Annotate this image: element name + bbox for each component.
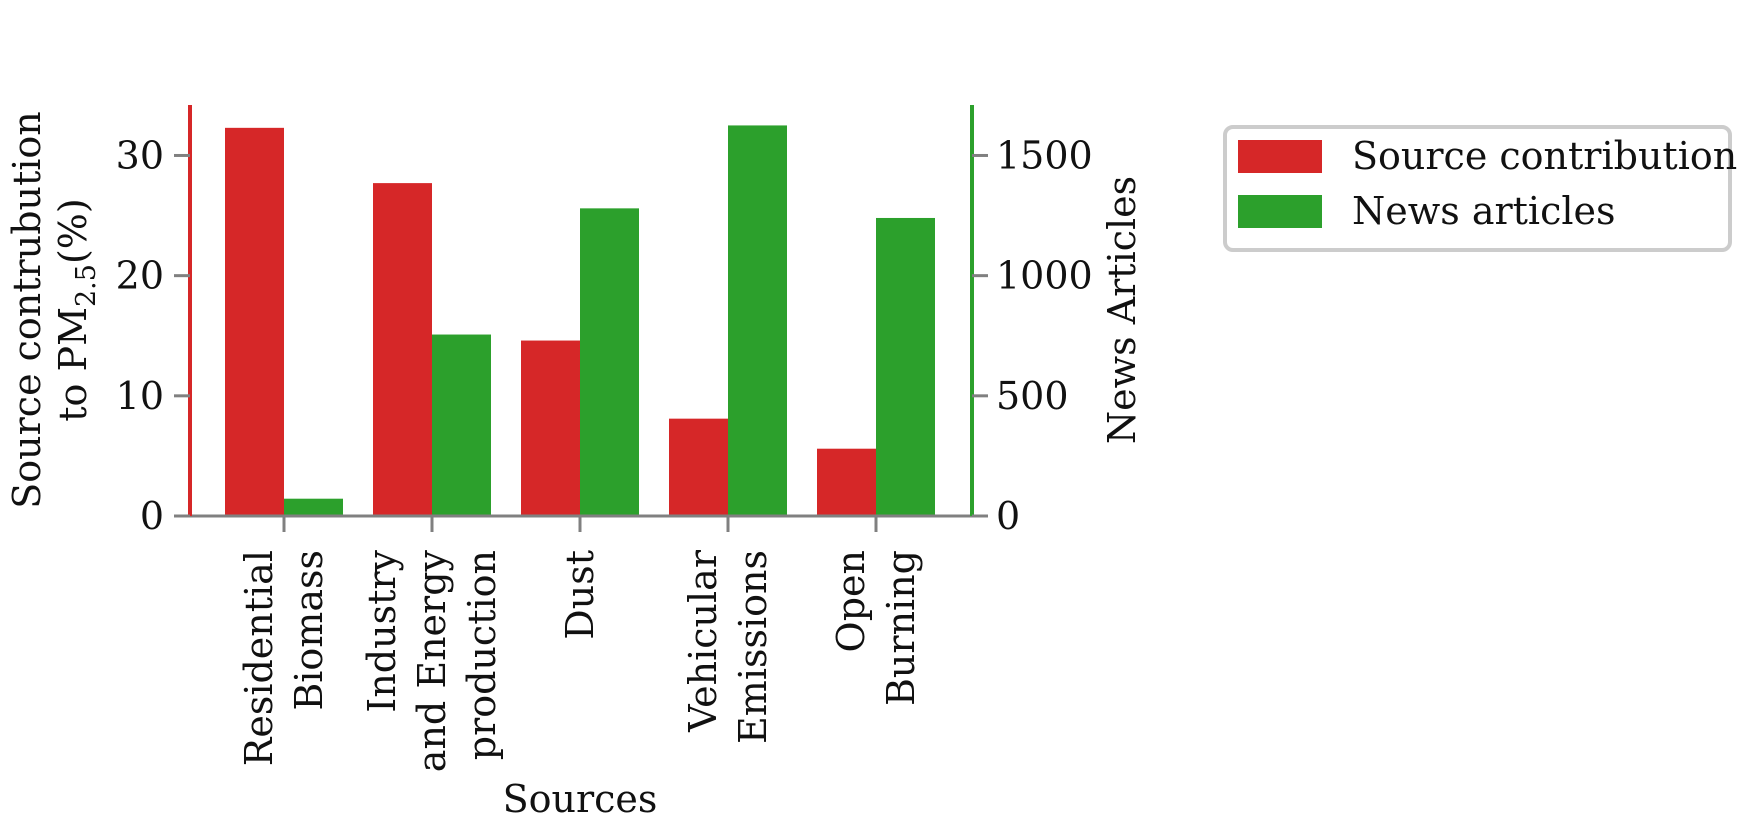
x-tick-label-line: Residential bbox=[237, 550, 281, 766]
bar-news-articles-3 bbox=[728, 125, 787, 517]
left-axis-label: Source contrubution to PM2.5(%) bbox=[5, 111, 102, 509]
legend-swatch-0 bbox=[1238, 140, 1322, 173]
x-tick-label-line: Vehicular bbox=[681, 549, 725, 733]
left-tick-label: 20 bbox=[116, 254, 164, 298]
bar-source-contribution-3 bbox=[669, 418, 728, 516]
right-axis-label-text: News Articles bbox=[1100, 176, 1144, 444]
left-tick-label: 30 bbox=[116, 133, 164, 177]
x-tick-label-line: Biomass bbox=[287, 550, 331, 711]
legend: Source contribution News articles bbox=[1223, 125, 1737, 252]
bar-source-contribution-4 bbox=[817, 448, 876, 516]
left-tick-label: 0 bbox=[140, 494, 164, 538]
x-tick-label-line: Open bbox=[829, 550, 873, 652]
bar-source-contribution-2 bbox=[521, 340, 580, 516]
x-tick-label-line: Industry bbox=[360, 549, 404, 712]
x-tick-label-3: Vehicular Emissions bbox=[681, 549, 775, 744]
x-axis-label: Sources bbox=[503, 777, 658, 819]
legend-label-0: Source contribution bbox=[1352, 134, 1737, 178]
x-tick-label-1: Industry and Energy production bbox=[360, 549, 504, 772]
x-tick-label-0: Residential Biomass bbox=[237, 550, 331, 766]
ticks: 0 10 20 30 0 500 1000 1500 Residential Biomass Ind… bbox=[116, 133, 1093, 772]
labels: Sources Source contrubution to PM2.5(%) New… bbox=[5, 111, 1144, 819]
x-tick-label-2: Dust bbox=[558, 550, 602, 640]
bar-news-articles-0 bbox=[284, 498, 343, 516]
x-tick-label-line: Emissions bbox=[731, 550, 775, 744]
right-tick-label: 0 bbox=[996, 494, 1020, 538]
bar-source-contribution-0 bbox=[225, 127, 284, 516]
bar-source-contribution-1 bbox=[373, 183, 432, 517]
x-tick-label-line: Burning bbox=[879, 550, 923, 706]
left-tick-label: 10 bbox=[116, 374, 164, 418]
left-axis-label-line-1: Source contrubution bbox=[5, 111, 49, 509]
right-axis-label: News Articles bbox=[1100, 176, 1144, 444]
bars bbox=[225, 125, 935, 517]
bar-news-articles-4 bbox=[876, 217, 935, 516]
right-tick-label: 1000 bbox=[996, 254, 1093, 298]
x-tick-label-line: production bbox=[460, 550, 504, 760]
bar-news-articles-2 bbox=[580, 208, 639, 516]
x-tick-label-line: Dust bbox=[558, 550, 602, 640]
x-tick-label-line: and Energy bbox=[410, 549, 454, 772]
axes bbox=[174, 105, 974, 518]
bar-news-articles-1 bbox=[432, 334, 491, 516]
left-axis-label-line-2: to PM2.5(%) bbox=[51, 198, 102, 421]
x-tick-label-4: Open Burning bbox=[829, 550, 923, 706]
right-tick-label: 500 bbox=[996, 374, 1069, 418]
legend-label-1: News articles bbox=[1352, 189, 1616, 233]
legend-swatch-1 bbox=[1238, 195, 1322, 228]
legend-box bbox=[1223, 125, 1732, 252]
right-tick-label: 1500 bbox=[996, 133, 1093, 177]
